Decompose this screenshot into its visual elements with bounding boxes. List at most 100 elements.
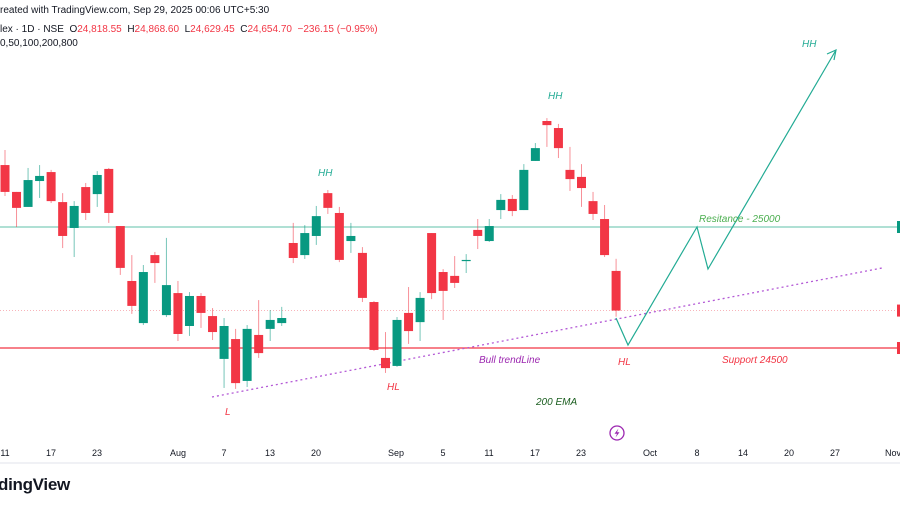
candle-down[interactable] [58,193,68,249]
label-low: L [225,407,231,418]
candle-body [69,205,79,228]
candle-body [288,242,298,258]
candle-up[interactable] [219,318,229,388]
candle-down[interactable] [254,300,264,358]
candle-down[interactable] [104,167,114,223]
candle-up[interactable] [265,310,275,341]
open-label: O [69,24,78,35]
candle-body [369,302,379,350]
close-label: C [240,24,248,35]
candle-down[interactable] [450,256,460,288]
candle-down[interactable] [600,204,610,258]
support-price-marker [897,342,900,355]
candle-up[interactable] [530,143,540,161]
x-tick-label: Aug [170,448,186,458]
candle-down[interactable] [553,123,563,159]
candle-up[interactable] [415,292,425,341]
candle-up[interactable] [161,237,171,318]
candle-down[interactable] [46,169,56,204]
high-label: H [127,24,135,35]
candle-body [392,319,402,366]
candle-up[interactable] [138,265,148,326]
candle-body [577,176,586,189]
candle-up[interactable] [300,225,310,259]
candle-down[interactable] [0,150,10,197]
candle-body [611,270,621,311]
x-tick-label: 23 [92,448,102,458]
candle-down[interactable] [150,251,160,283]
candle-body [380,357,390,369]
candle-body [242,328,252,381]
candle-down[interactable] [542,118,552,147]
candle-up[interactable] [496,194,506,220]
candle-down[interactable] [507,195,517,217]
candle-down[interactable] [173,280,183,341]
candle-body [92,174,102,195]
x-tick-label: 11 [484,448,493,458]
candle-body [450,275,460,283]
candle-up[interactable] [392,317,402,367]
candle-down[interactable] [473,219,483,250]
candle-up[interactable] [69,201,79,258]
price-chart[interactable]: HH HH HH Resitance - 25000 Support 24500… [0,0,900,470]
candle-body [519,169,529,211]
indicator-legend[interactable]: 0,50,100,200,800 [0,38,78,49]
candle-down[interactable] [127,255,137,314]
candle-down[interactable] [369,301,379,351]
candle-down[interactable] [588,191,598,220]
candle-up[interactable] [92,171,102,207]
x-tick-label: 11 [0,448,9,458]
candle-down[interactable] [208,308,218,341]
candle-down[interactable] [288,222,298,264]
candle-down[interactable] [115,226,125,275]
candle-body [565,169,575,180]
candle-up[interactable] [461,254,471,273]
candle-body [81,187,91,213]
candle-up[interactable] [484,219,494,243]
candle-down[interactable] [81,182,91,220]
label-hl-sep: HL [387,382,400,393]
candle-down[interactable] [380,332,390,373]
candle-down[interactable] [334,206,344,263]
projection-path[interactable] [615,49,837,347]
candle-up[interactable] [346,222,356,253]
candle-down[interactable] [196,293,206,328]
projection-arrowhead [826,48,837,61]
ohlc-legend: lex · 1D · NSE O24,818.55 H24,868.60 L24… [0,24,378,35]
candle-down[interactable] [231,328,241,389]
candle-body [161,285,171,316]
label-hl-projection: HL [618,357,631,368]
tradingview-logo[interactable]: dingView [0,475,70,494]
candle-body [115,226,125,268]
x-tick-label: 20 [784,448,794,458]
x-tick-label: Oct [643,448,658,458]
candle-down[interactable] [404,287,414,344]
candle-down[interactable] [323,189,333,214]
candle-down[interactable] [12,191,22,228]
candle-down[interactable] [427,233,437,300]
candle-down[interactable] [611,258,621,317]
candle-down[interactable] [565,146,575,191]
candle-up[interactable] [242,325,252,387]
x-tick-label: 27 [830,448,840,458]
x-tick-label: 13 [265,448,275,458]
candle-up[interactable] [519,164,529,211]
candle-body [415,297,425,323]
candle-body [23,180,33,207]
bull-trendline[interactable] [211,267,883,398]
candle-up[interactable] [184,292,194,336]
candle-up[interactable] [23,167,33,207]
candle-up[interactable] [311,205,321,245]
candle-down[interactable] [577,164,586,207]
label-resistance: Resitance - 25000 [699,214,781,225]
candle-body [311,216,321,236]
candle-body [0,165,10,192]
candle-down[interactable] [357,247,367,303]
lightning-icon[interactable] [609,425,625,441]
candle-body [461,259,471,262]
candle-up[interactable] [35,165,45,198]
label-bull-trendline: Bull trendLine [479,355,541,366]
candle-up[interactable] [277,306,287,326]
candle-down[interactable] [438,269,448,320]
x-tick-label: Nov [885,448,900,458]
